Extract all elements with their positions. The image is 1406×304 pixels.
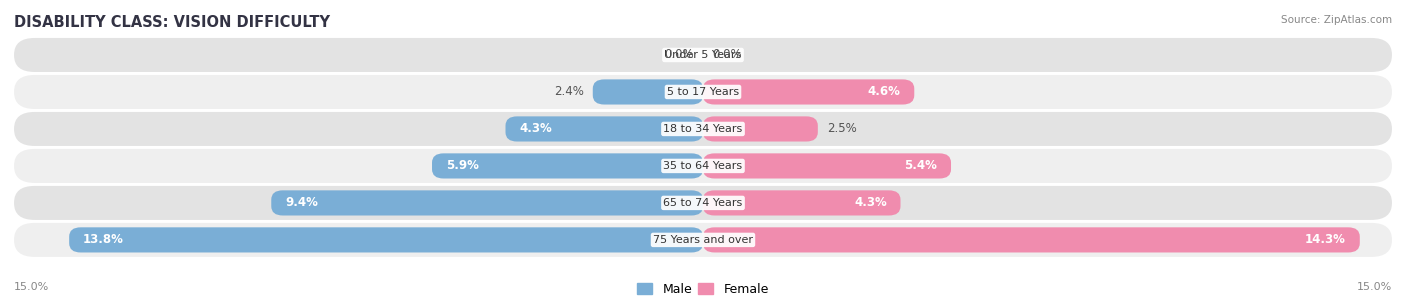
FancyBboxPatch shape bbox=[14, 75, 1392, 109]
Text: 14.3%: 14.3% bbox=[1305, 233, 1346, 247]
FancyBboxPatch shape bbox=[703, 227, 1360, 253]
Text: 15.0%: 15.0% bbox=[1357, 282, 1392, 292]
Text: 35 to 64 Years: 35 to 64 Years bbox=[664, 161, 742, 171]
FancyBboxPatch shape bbox=[69, 227, 703, 253]
FancyBboxPatch shape bbox=[14, 112, 1392, 146]
FancyBboxPatch shape bbox=[703, 116, 818, 142]
Text: 4.3%: 4.3% bbox=[853, 196, 887, 209]
Text: 13.8%: 13.8% bbox=[83, 233, 124, 247]
Text: 5.9%: 5.9% bbox=[446, 159, 478, 172]
Text: 4.6%: 4.6% bbox=[868, 85, 900, 98]
Text: 15.0%: 15.0% bbox=[14, 282, 49, 292]
FancyBboxPatch shape bbox=[593, 79, 703, 105]
Text: 75 Years and over: 75 Years and over bbox=[652, 235, 754, 245]
FancyBboxPatch shape bbox=[703, 79, 914, 105]
Legend: Male, Female: Male, Female bbox=[633, 278, 773, 301]
Text: 0.0%: 0.0% bbox=[713, 48, 742, 61]
Text: 65 to 74 Years: 65 to 74 Years bbox=[664, 198, 742, 208]
FancyBboxPatch shape bbox=[432, 153, 703, 178]
FancyBboxPatch shape bbox=[14, 38, 1392, 72]
FancyBboxPatch shape bbox=[14, 149, 1392, 183]
FancyBboxPatch shape bbox=[271, 190, 703, 216]
Text: 18 to 34 Years: 18 to 34 Years bbox=[664, 124, 742, 134]
FancyBboxPatch shape bbox=[703, 190, 900, 216]
Text: 9.4%: 9.4% bbox=[285, 196, 318, 209]
FancyBboxPatch shape bbox=[506, 116, 703, 142]
Text: 5.4%: 5.4% bbox=[904, 159, 938, 172]
Text: Source: ZipAtlas.com: Source: ZipAtlas.com bbox=[1281, 15, 1392, 25]
Text: 2.5%: 2.5% bbox=[827, 123, 856, 136]
FancyBboxPatch shape bbox=[14, 186, 1392, 220]
Text: 4.3%: 4.3% bbox=[519, 123, 553, 136]
Text: DISABILITY CLASS: VISION DIFFICULTY: DISABILITY CLASS: VISION DIFFICULTY bbox=[14, 15, 330, 30]
Text: 5 to 17 Years: 5 to 17 Years bbox=[666, 87, 740, 97]
FancyBboxPatch shape bbox=[703, 153, 950, 178]
FancyBboxPatch shape bbox=[14, 223, 1392, 257]
Text: 0.0%: 0.0% bbox=[664, 48, 693, 61]
Text: 2.4%: 2.4% bbox=[554, 85, 583, 98]
Text: Under 5 Years: Under 5 Years bbox=[665, 50, 741, 60]
